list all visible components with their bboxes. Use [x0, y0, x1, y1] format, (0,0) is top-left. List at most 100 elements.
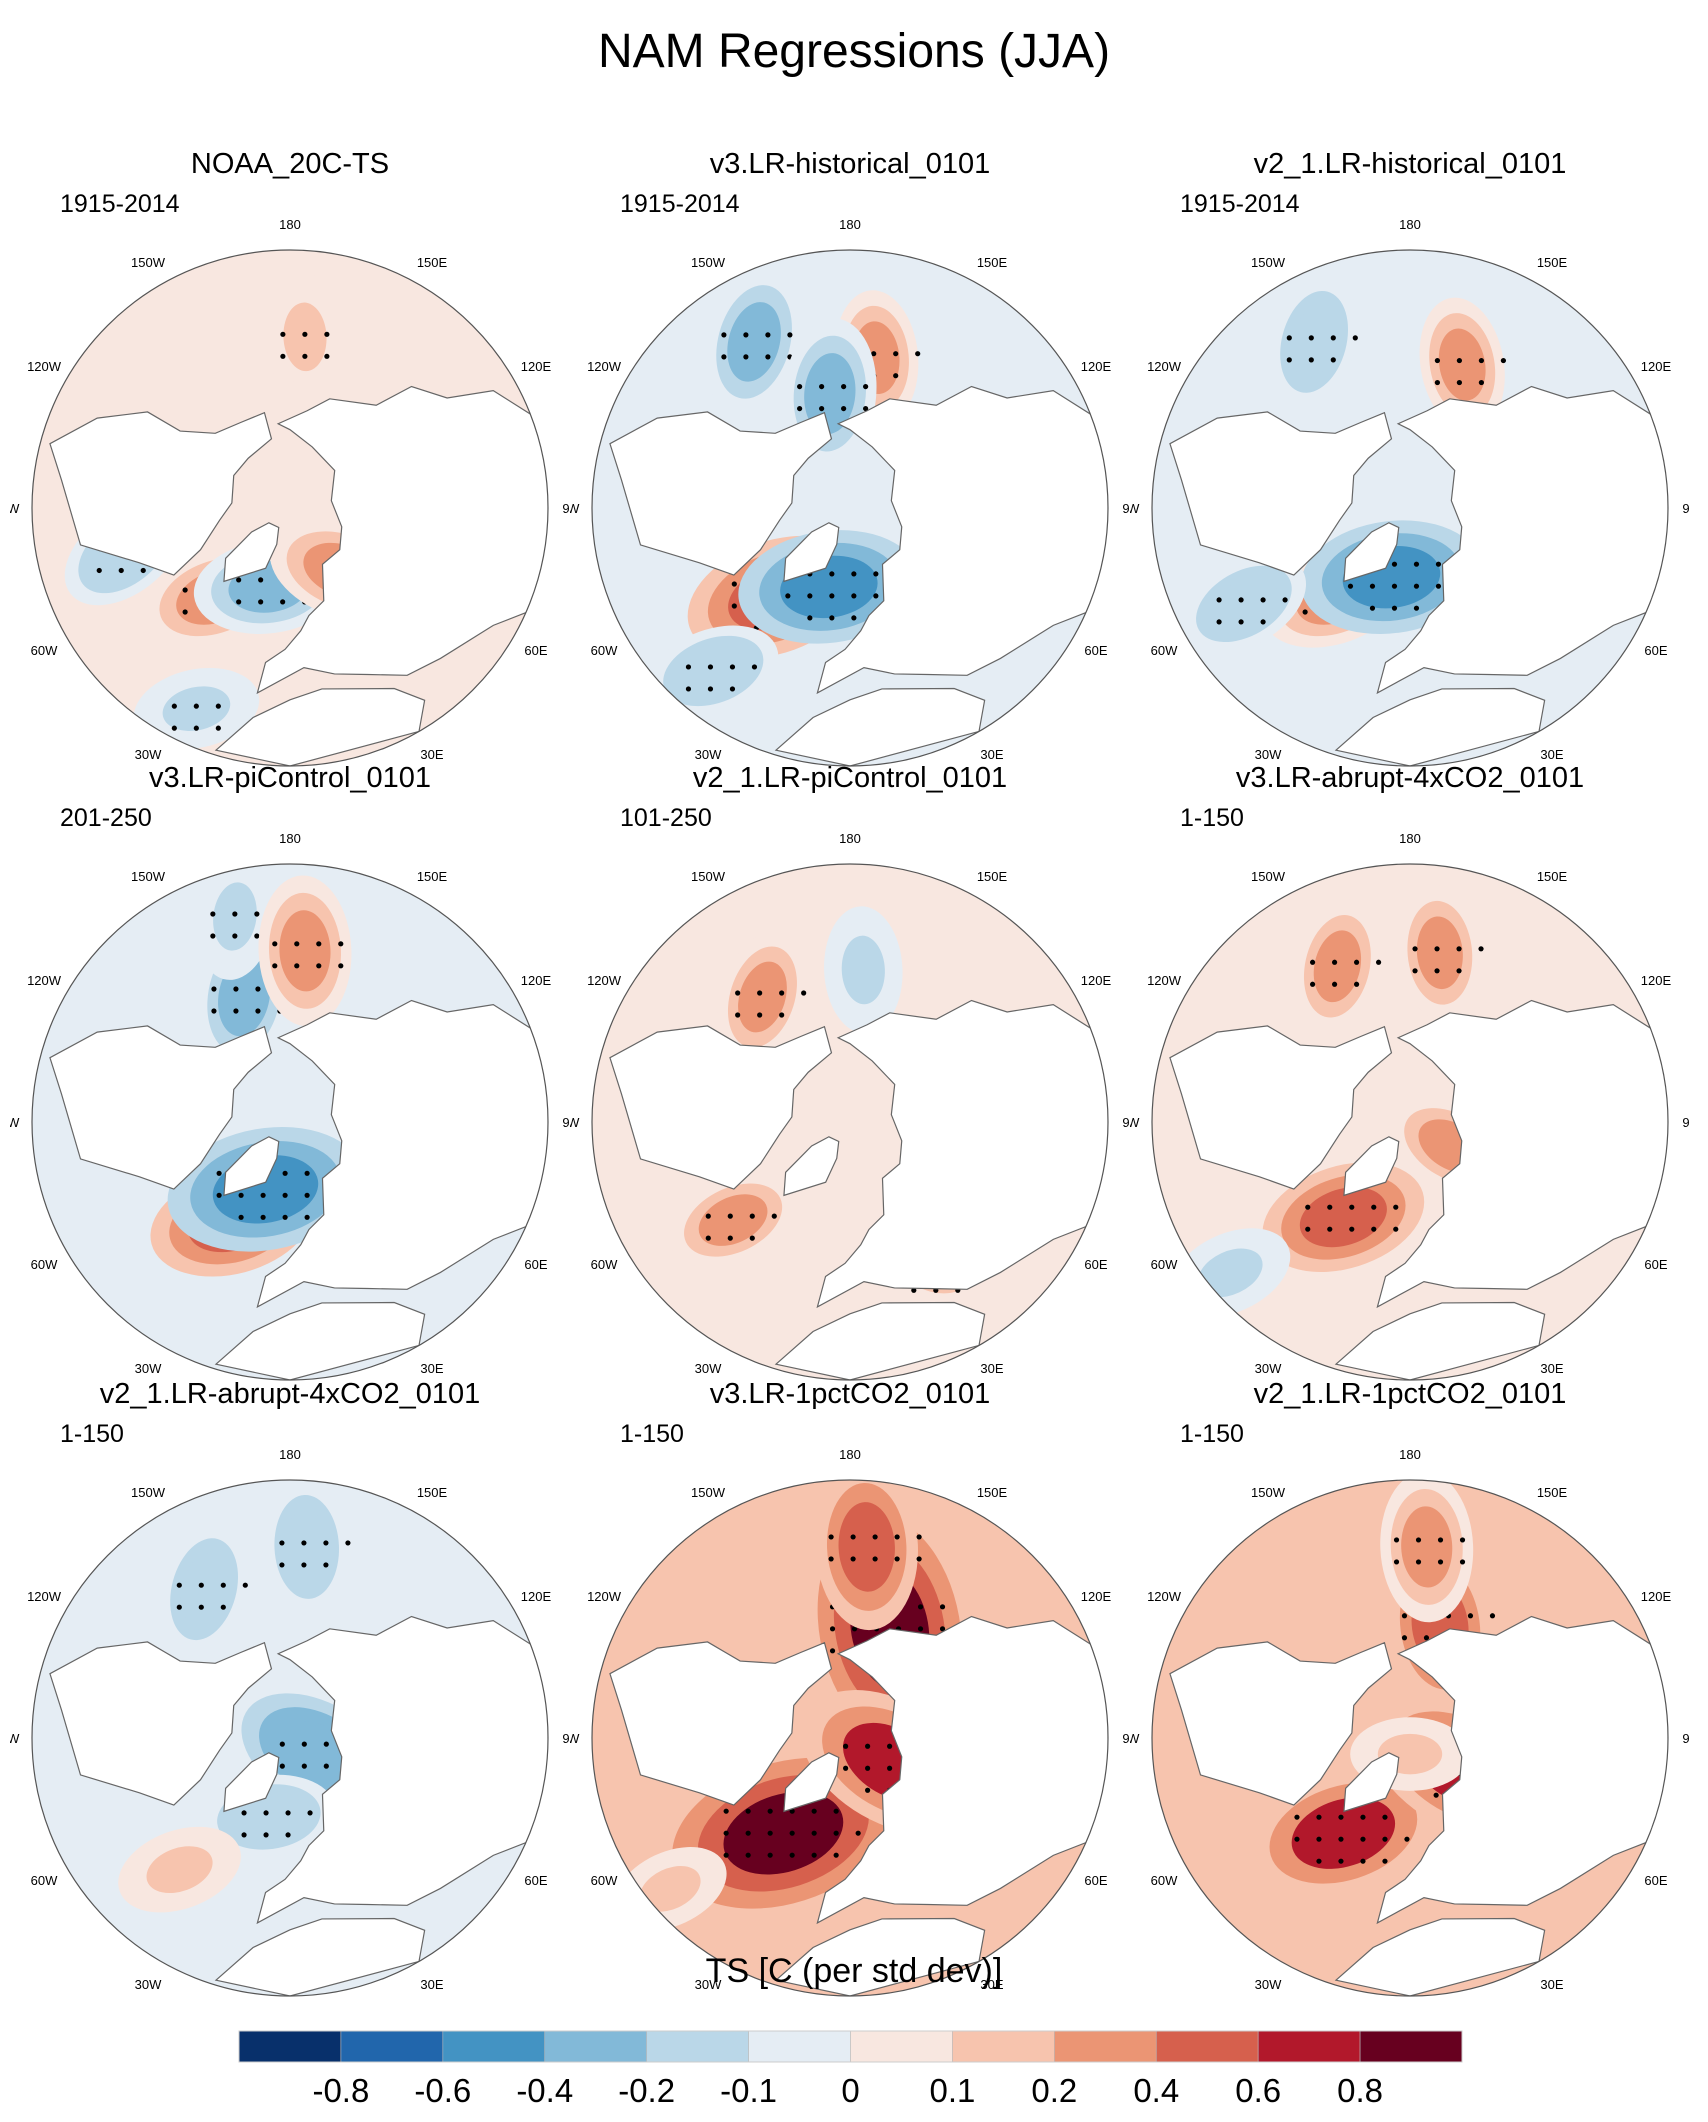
stipple-dot	[324, 353, 330, 359]
stipple-dot	[1316, 1814, 1322, 1820]
significance-stipple	[1434, 357, 1506, 386]
land-mask	[223, 522, 280, 583]
stipple-dot	[220, 1582, 226, 1588]
stipple-dot	[841, 405, 847, 412]
anomaly-region	[698, 1194, 768, 1246]
longitude-label: 0	[846, 2015, 853, 2018]
longitude-label: 150W	[691, 1485, 726, 1500]
stipple-dot	[1309, 959, 1316, 965]
polar-map: 180 150E 120E 90E 60E 30E 0 30W 60W 90W 120W 150W	[10, 217, 570, 788]
stipple-dot	[767, 1808, 773, 1814]
colorbar-swatch	[748, 2030, 851, 2063]
stipple-dot	[729, 664, 736, 670]
significance-stipple	[1393, 1537, 1466, 1565]
stipple-dot	[1456, 968, 1462, 974]
stipple-dot	[1413, 583, 1420, 589]
stipple-dot	[238, 1192, 244, 1198]
colorbar-swatch	[1054, 2030, 1157, 2063]
stipple-dot	[260, 1192, 266, 1198]
stipple-dot	[294, 941, 300, 947]
land-mask	[609, 411, 833, 576]
longitude-label: 120E	[1641, 1589, 1672, 1604]
land-mask	[256, 385, 548, 695]
stipple-dot	[323, 1562, 329, 1568]
stipple-dot	[893, 351, 899, 357]
longitude-label: 120W	[27, 973, 62, 988]
panel-period: 1-150	[1180, 804, 1244, 832]
stipple-dot	[1294, 1836, 1300, 1842]
stipple-dot	[1305, 1204, 1311, 1210]
stipple-dot	[873, 593, 879, 599]
stipple-dot	[743, 354, 749, 360]
longitude-label: 30W	[135, 747, 162, 762]
panel-period: 1915-2014	[620, 190, 740, 218]
longitude-label: 120E	[1641, 359, 1672, 374]
stipple-dot	[1404, 1836, 1410, 1842]
stipple-dot	[1330, 357, 1336, 363]
colorbar-swatch	[1155, 2030, 1259, 2063]
polar-map: 180 150E 120E 90E 60E 30E 0 30W 60W 90W 120W 150W	[570, 217, 1130, 788]
stipple-dot	[865, 1765, 871, 1771]
stipple-dot	[242, 1582, 248, 1588]
stipple-dot	[829, 615, 835, 621]
stipple-dot	[1401, 1635, 1408, 1641]
stipple-dot	[1456, 379, 1462, 386]
panel-title: v3.LR-historical_0101	[709, 148, 991, 180]
longitude-label: 150E	[1537, 255, 1568, 270]
stipple-dot	[1391, 605, 1398, 611]
stipple-dot	[1327, 1226, 1333, 1232]
stipple-dot	[216, 1192, 222, 1198]
land-mask	[816, 1615, 1108, 1925]
stipple-dot	[833, 1830, 839, 1836]
significance-stipple	[176, 1582, 248, 1610]
stipple-dot	[765, 354, 771, 360]
land-mask	[774, 1301, 986, 1380]
panel-title: v3.LR-abrupt-4xCO2_0101	[1235, 762, 1585, 794]
stipple-dot	[797, 405, 803, 412]
stipple-dot	[1391, 583, 1398, 589]
longitude-label: 150W	[691, 255, 726, 270]
land-mask	[783, 1136, 840, 1197]
stipple-dot	[745, 1830, 751, 1836]
stipple-dot	[1459, 1559, 1466, 1565]
longitude-label: 30E	[980, 1977, 1003, 1992]
stipple-dot	[233, 986, 239, 992]
longitude-label: 30W	[695, 1361, 722, 1376]
stipple-dot	[723, 1808, 729, 1814]
panel-period: 1-150	[1180, 1420, 1244, 1448]
stipple-dot	[1316, 1836, 1322, 1842]
stipple-dot	[1347, 583, 1354, 589]
longitude-label: 120W	[1147, 973, 1182, 988]
panel-title: v2_1.LR-piControl_0101	[692, 762, 1008, 794]
longitude-label: 90W	[10, 1731, 20, 1746]
stipple-dot	[323, 1741, 329, 1747]
land-mask	[783, 522, 840, 583]
land-mask	[223, 1136, 280, 1197]
stipple-dot	[1353, 959, 1360, 965]
stipple-dot	[198, 1604, 204, 1610]
land-mask	[223, 1752, 280, 1813]
stipple-dot	[771, 1213, 777, 1219]
stipple-dot	[1393, 1537, 1400, 1543]
land-mask	[816, 385, 1108, 695]
map-boundary	[591, 863, 1109, 1381]
stipple-dot	[917, 1604, 924, 1610]
stipple-dot	[280, 353, 286, 359]
stipple-dot	[807, 615, 813, 621]
stipple-dot	[301, 1562, 307, 1568]
colorbar-label: TS [C (per std dev)]	[705, 1952, 1003, 1990]
longitude-label: 0	[1406, 2015, 1413, 2018]
stipple-dot	[1331, 981, 1338, 987]
land-mask	[49, 1641, 273, 1806]
map-panel: v2_1.LR-abrupt-4xCO2_0101 1-150 180 150E 120…	[10, 1378, 570, 2018]
land-mask	[609, 1025, 833, 1190]
longitude-label: 30E	[980, 747, 1003, 762]
significance-stipple	[272, 941, 344, 969]
colorbar-swatch	[442, 2030, 546, 2063]
stipple-dot	[1434, 357, 1440, 364]
significance-stipple	[1305, 1204, 1399, 1232]
map-panel: v3.LR-historical_0101 1915-2014 180 150E 120…	[570, 148, 1130, 788]
stipple-dot	[893, 373, 899, 379]
anomaly-region	[180, 1553, 229, 1625]
longitude-label: 60W	[591, 643, 618, 658]
